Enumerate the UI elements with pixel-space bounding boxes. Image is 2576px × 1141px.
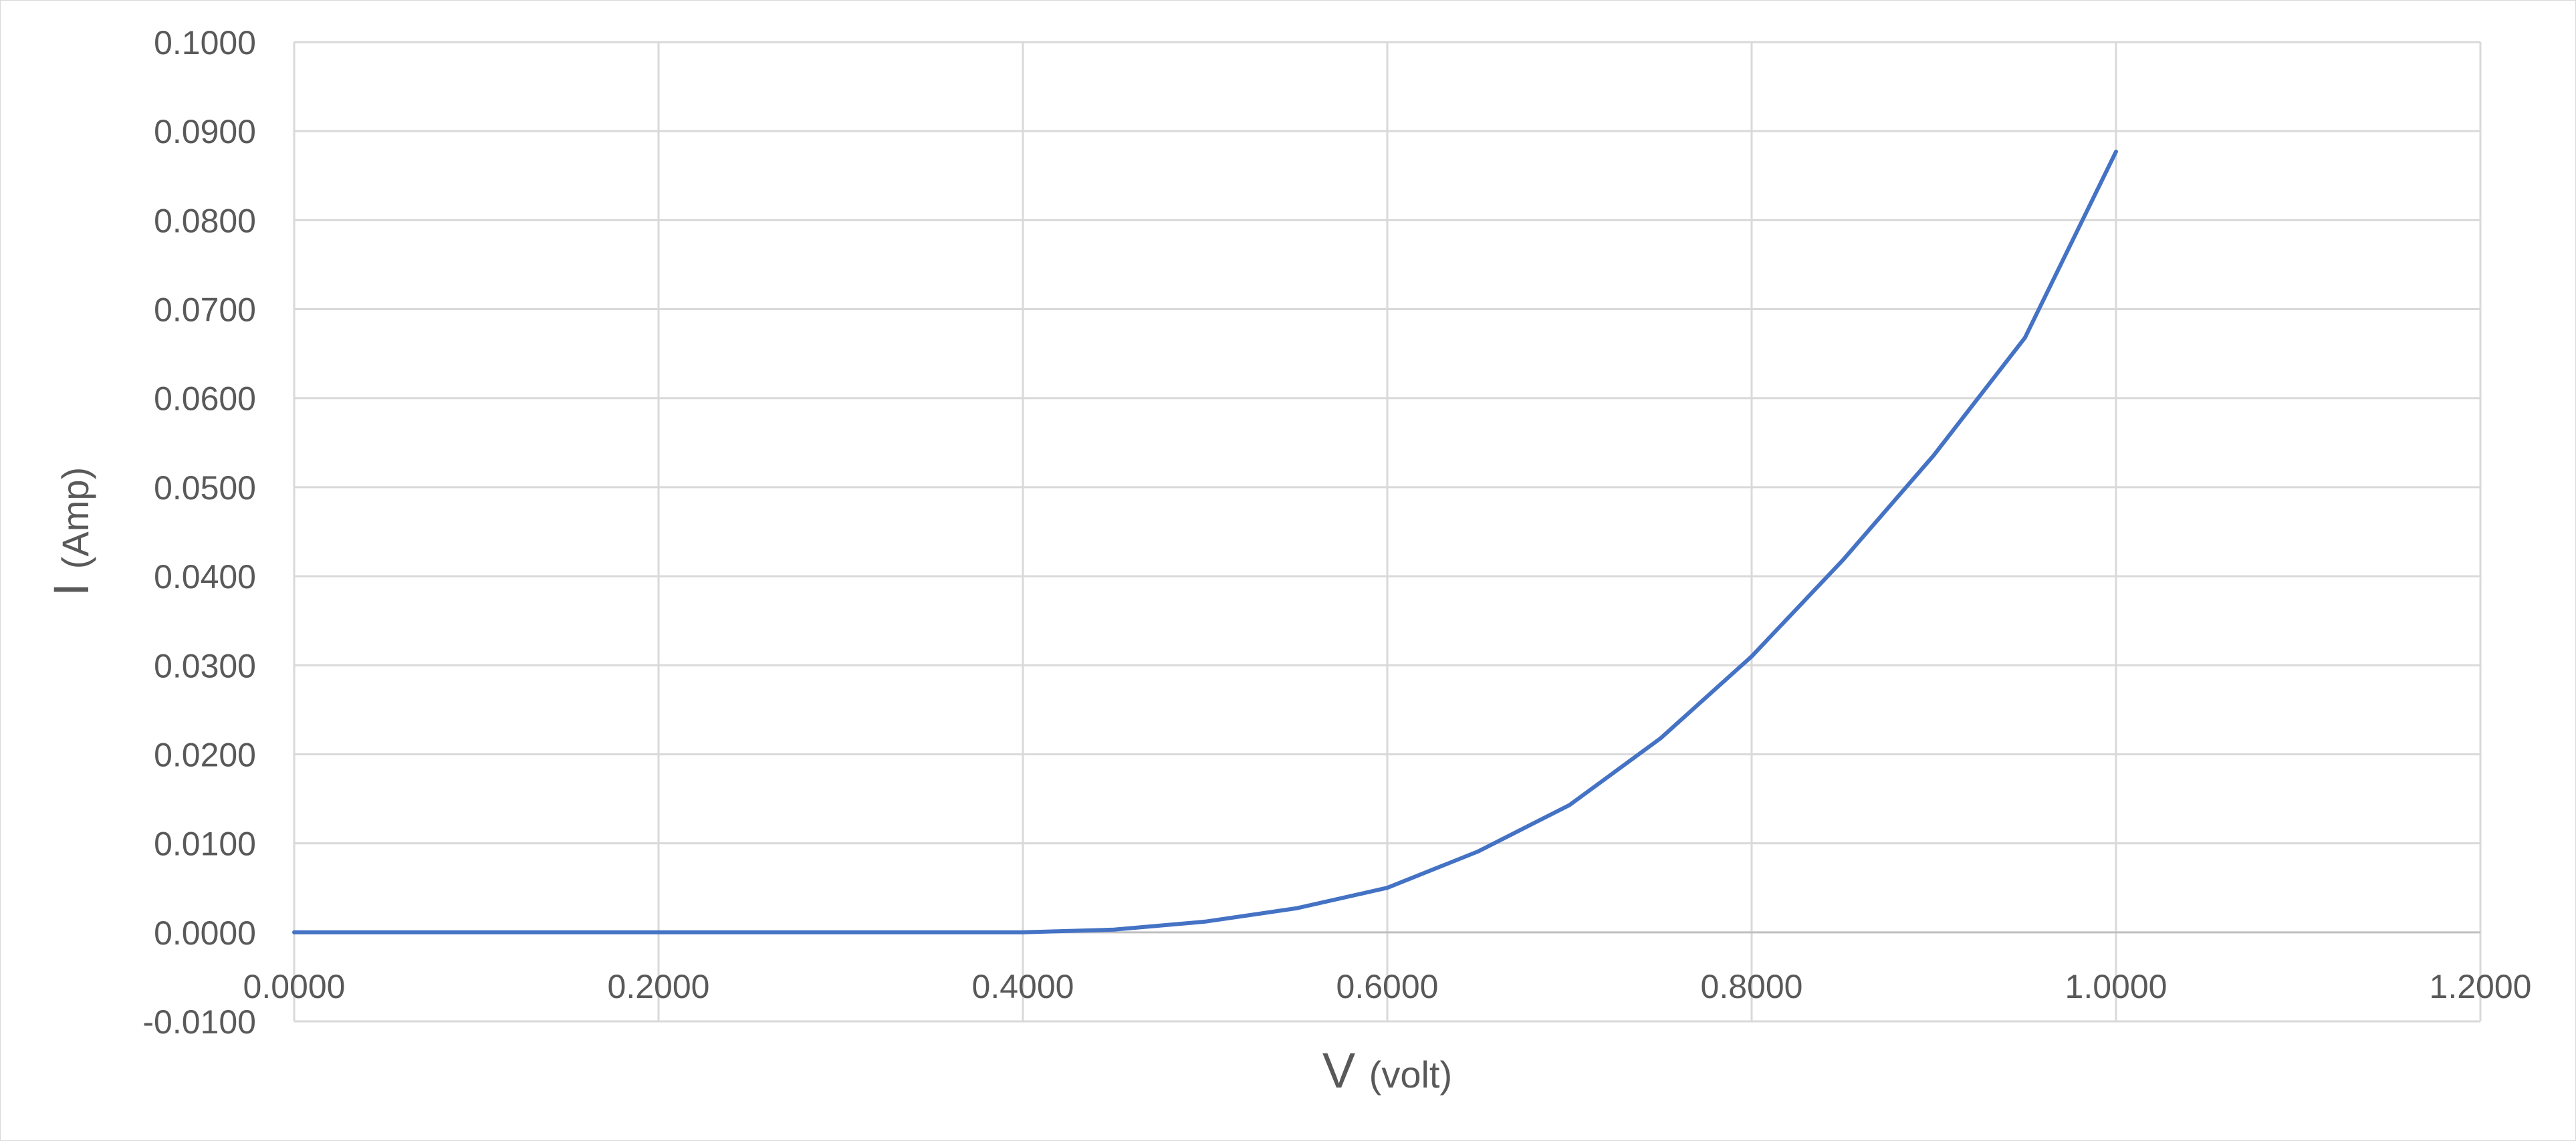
- x-tick-labels: 0.0000 0.2000 0.4000 0.6000 0.8000 1.0000 1.20…: [243, 968, 2532, 1005]
- y-tick-label: 0.1000: [154, 24, 256, 61]
- y-axis-title-main: I: [43, 583, 99, 597]
- x-axis-title-main: V: [1322, 1043, 1356, 1098]
- x-tick-label: 0.4000: [972, 968, 1074, 1005]
- y-tick-label: 0.0200: [154, 736, 256, 773]
- y-tick-label: 0.0400: [154, 558, 256, 596]
- y-tick-label: 0.0800: [154, 202, 256, 239]
- y-tick-label: 0.0100: [154, 826, 256, 863]
- y-tick-label: 0.0000: [154, 914, 256, 952]
- y-tick-label: -0.0100: [142, 1003, 256, 1041]
- y-axis-title-unit: (Amp): [54, 467, 96, 569]
- x-tick-label: 1.2000: [2430, 968, 2532, 1005]
- horizontal-gridlines: [294, 41, 2480, 1023]
- x-tick-label: 0.6000: [1336, 968, 1439, 1005]
- series-group: [292, 149, 2118, 934]
- vertical-gridlines: [293, 42, 2482, 1021]
- y-tick-label: 0.0600: [154, 380, 256, 418]
- x-axis-title: V (volt): [1322, 1043, 1452, 1098]
- x-tick-label: 0.2000: [608, 968, 710, 1005]
- y-tick-label: 0.0700: [154, 291, 256, 329]
- y-axis-title: I (Amp): [43, 467, 99, 596]
- y-tick-label: 0.0300: [154, 647, 256, 684]
- x-tick-label: 0.0000: [243, 968, 346, 1005]
- x-tick-label: 1.0000: [2065, 968, 2168, 1005]
- y-tick-labels: -0.0100 0.0000 0.0100 0.0200 0.0300 0.0400 0.0…: [142, 24, 256, 1041]
- y-tick-label: 0.0500: [154, 469, 256, 507]
- x-axis-title-unit: (volt): [1369, 1053, 1452, 1096]
- x-tick-label: 0.8000: [1701, 968, 1803, 1005]
- series-line: [292, 149, 2118, 934]
- y-tick-label: 0.0900: [154, 113, 256, 150]
